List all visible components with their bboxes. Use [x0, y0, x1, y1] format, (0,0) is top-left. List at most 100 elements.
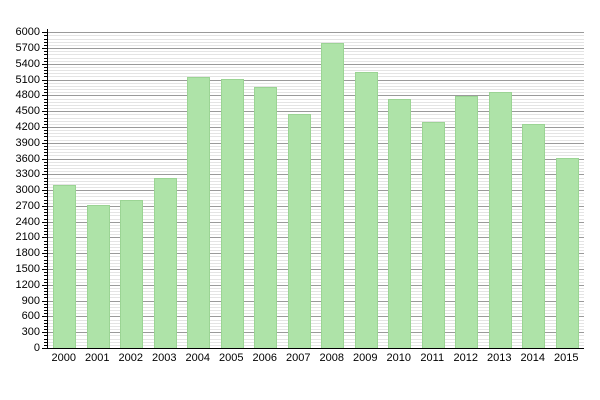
y-axis-tick: [44, 262, 47, 264]
y-axis-tick: [44, 92, 47, 94]
minor-gridline: [48, 60, 584, 62]
y-axis-label: 900: [21, 294, 40, 307]
y-axis-tick: [44, 180, 47, 182]
y-axis-tick: [44, 231, 47, 233]
bar-2002: [120, 199, 144, 348]
y-axis-tick: [44, 117, 47, 119]
y-axis-tick: [44, 123, 47, 125]
y-axis-tick: [44, 259, 47, 261]
y-axis-label: 4500: [15, 105, 40, 118]
y-axis-tick: [44, 278, 47, 280]
major-gridline: [48, 79, 584, 81]
y-axis-tick: [44, 130, 47, 132]
y-axis-tick: [42, 79, 47, 81]
y-axis-tick: [44, 183, 47, 185]
y-axis-label: 600: [21, 310, 40, 323]
bar-2003: [153, 178, 177, 348]
y-axis-label: 1800: [15, 247, 40, 260]
y-axis-tick: [44, 136, 47, 138]
y-axis-tick: [44, 114, 47, 116]
y-axis-tick: [44, 145, 47, 147]
y-axis-tick: [44, 70, 47, 72]
y-axis-tick: [42, 63, 47, 65]
y-axis-tick: [44, 98, 47, 100]
x-axis-label: 2006: [252, 352, 277, 364]
y-axis-label: 4200: [15, 120, 40, 133]
y-axis-tick: [44, 57, 47, 59]
y-axis-tick: [42, 190, 47, 192]
bar-2012: [455, 95, 479, 348]
y-axis-label: 5700: [15, 42, 40, 55]
y-axis-tick: [44, 310, 47, 312]
y-axis-tick: [44, 313, 47, 315]
minor-gridline: [48, 85, 584, 87]
minor-gridline: [48, 82, 584, 84]
y-axis-label: 2700: [15, 199, 40, 212]
y-axis-tick: [42, 348, 47, 349]
y-axis-tick: [44, 288, 47, 289]
x-axis-label: 2002: [118, 352, 143, 364]
y-axis-tick: [44, 168, 47, 170]
y-axis-tick: [42, 174, 47, 176]
y-axis-tick: [44, 54, 47, 56]
y-axis-tick: [44, 73, 47, 75]
y-axis-tick: [44, 177, 47, 179]
y-axis-tick: [44, 41, 47, 43]
minor-gridline: [48, 51, 584, 53]
y-axis-label: 3000: [15, 184, 40, 197]
y-axis-tick: [44, 120, 47, 122]
y-axis-tick: [44, 319, 47, 321]
y-axis-label: 3900: [15, 136, 40, 149]
y-axis-tick: [42, 158, 47, 160]
y-axis-tick: [42, 95, 47, 97]
y-axis-label: 5100: [15, 73, 40, 86]
y-axis-label: 2400: [15, 215, 40, 228]
bar-2015: [555, 157, 579, 348]
y-axis-tick: [44, 272, 47, 274]
y-axis-tick: [42, 111, 47, 113]
y-axis-label: 1200: [15, 278, 40, 291]
bar-2010: [388, 99, 412, 348]
y-axis-tick: [44, 60, 47, 62]
bar-2006: [254, 86, 278, 348]
y-axis-tick: [44, 133, 47, 135]
x-axis-label: 2001: [85, 352, 110, 364]
x-axis-label: 2011: [420, 352, 445, 364]
y-axis-tick: [44, 212, 47, 214]
y-axis-tick: [44, 228, 47, 229]
y-axis-tick: [44, 335, 47, 337]
x-axis-label: 2010: [386, 352, 411, 364]
y-axis-tick: [44, 209, 47, 211]
y-axis-tick: [44, 171, 47, 173]
x-axis-label: 2009: [353, 352, 378, 364]
major-gridline: [48, 63, 584, 65]
y-axis-tick: [44, 108, 47, 110]
y-axis-tick: [44, 338, 47, 340]
x-axis-label: 2013: [487, 352, 512, 364]
y-axis-tick: [44, 215, 47, 217]
y-axis-tick: [44, 234, 47, 236]
major-gridline: [48, 32, 584, 34]
y-axis-label: 2100: [15, 231, 40, 244]
y-axis-tick: [44, 104, 47, 106]
bar-2001: [86, 204, 110, 348]
y-axis-tick: [42, 205, 47, 207]
y-axis-tick: [42, 269, 47, 271]
bar-2009: [354, 71, 378, 348]
x-axis-label: 2007: [286, 352, 311, 364]
x-axis-label: 2003: [152, 352, 177, 364]
bar-2004: [187, 76, 211, 348]
y-axis-label: 300: [21, 326, 40, 339]
y-axis-tick: [44, 66, 47, 68]
minor-gridline: [48, 35, 584, 37]
y-axis-tick: [44, 38, 47, 40]
y-axis-tick: [42, 253, 47, 255]
y-axis-tick: [44, 246, 47, 248]
x-axis-label: 2008: [319, 352, 344, 364]
bar-2013: [488, 91, 512, 348]
y-axis-tick: [44, 218, 47, 220]
x-axis-label: 2000: [51, 352, 76, 364]
bar-2000: [53, 185, 77, 348]
minor-gridline: [48, 57, 584, 59]
y-axis-tick: [42, 142, 47, 144]
